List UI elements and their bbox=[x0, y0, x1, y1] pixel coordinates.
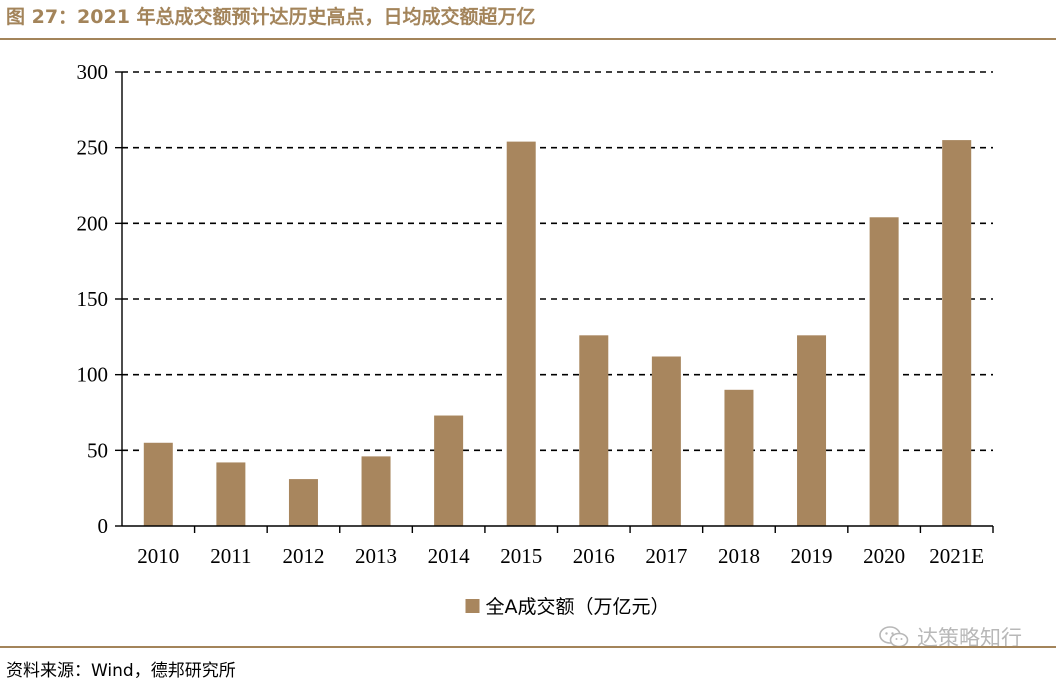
source-note: 资料来源：Wind，德邦研究所 bbox=[6, 661, 236, 681]
bar bbox=[942, 140, 972, 526]
y-tick-label: 250 bbox=[77, 136, 109, 160]
x-tick-label: 2014 bbox=[428, 544, 471, 568]
figure-title: 图 27：2021 年总成交额预计达历史高点，日均成交额超万亿 bbox=[6, 6, 536, 28]
y-axis: 0 50 100 150 200 250 300 bbox=[77, 60, 123, 538]
bar bbox=[724, 389, 754, 526]
x-tick-label: 2012 bbox=[282, 544, 324, 568]
title-divider bbox=[0, 38, 1056, 40]
gridlines bbox=[122, 71, 993, 452]
legend-label: 全A成交额（万亿元） bbox=[486, 596, 670, 618]
x-tick-label: 2018 bbox=[718, 544, 760, 568]
x-axis: 2010 2011 2012 2013 2014 2015 2016 2017 2018 2019… bbox=[122, 525, 994, 568]
x-tick-label: 2011 bbox=[210, 544, 251, 568]
x-tick-label: 2015 bbox=[500, 544, 542, 568]
y-tick-label: 0 bbox=[98, 514, 109, 538]
footer-divider bbox=[0, 646, 1056, 648]
bar bbox=[143, 442, 173, 526]
y-tick-label: 50 bbox=[87, 438, 108, 462]
x-tick-label: 2013 bbox=[355, 544, 397, 568]
bar bbox=[797, 335, 827, 526]
legend-swatch bbox=[465, 599, 480, 613]
x-tick-label: 2017 bbox=[645, 544, 687, 568]
y-tick-label: 300 bbox=[77, 60, 109, 84]
bar bbox=[216, 462, 246, 526]
bar bbox=[361, 456, 391, 526]
x-tick-label: 2021E bbox=[929, 544, 984, 568]
x-tick-label: 2020 bbox=[863, 544, 905, 568]
x-tick-label: 2019 bbox=[791, 544, 833, 568]
x-tick-label: 2016 bbox=[573, 544, 615, 568]
bar bbox=[869, 217, 899, 526]
y-tick-label: 150 bbox=[77, 287, 109, 311]
legend: 全A成交额（万亿元） bbox=[465, 596, 670, 618]
y-tick-label: 100 bbox=[77, 363, 109, 387]
x-tick-label: 2010 bbox=[137, 544, 179, 568]
bar bbox=[434, 415, 464, 526]
y-tick-label: 200 bbox=[77, 211, 109, 235]
bars bbox=[143, 140, 972, 526]
bar bbox=[506, 141, 536, 526]
bar bbox=[579, 335, 609, 526]
wechat-icon bbox=[879, 626, 909, 648]
bar bbox=[651, 356, 681, 526]
bar bbox=[288, 479, 318, 526]
